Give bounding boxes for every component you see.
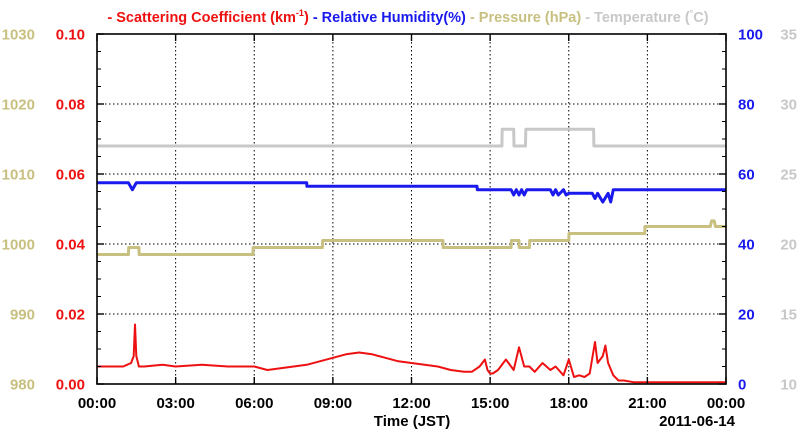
x-tick-label: 12:00	[392, 395, 430, 412]
legend-item: - Scattering Coefficient (km	[107, 10, 296, 26]
humidity-axis: 0 20 40 60 80 100	[738, 27, 763, 394]
pressure-tick-label: 1000	[2, 237, 35, 254]
scattering-tick-label: 0.10	[56, 27, 85, 44]
temperature-axis: 10 15 20 25 30 35	[780, 27, 797, 394]
series-line-temperature	[97, 127, 726, 148]
humidity-tick-label: 100	[738, 27, 763, 44]
series-line-pressure	[97, 219, 726, 256]
x-tick-label: 15:00	[471, 395, 509, 412]
legend-superscript: °	[690, 8, 694, 18]
x-tick-label: 03:00	[156, 395, 194, 412]
x-tick-label: 06:00	[235, 395, 273, 412]
pressure-axis: 980 990 1000 1010 1020 1030	[2, 27, 35, 394]
x-tick-label: 00:00	[707, 395, 745, 412]
humidity-tick-label: 40	[738, 237, 755, 254]
scattering-tick-label: 0.04	[56, 237, 86, 254]
legend-item: - Temperature (	[585, 10, 690, 26]
temperature-tick-label: 15	[780, 307, 797, 324]
gridlines	[97, 34, 726, 384]
legend-item-suffix: C)	[693, 10, 708, 26]
scattering-axis: 0.00 0.02 0.04 0.06 0.08 0.10	[56, 27, 726, 394]
scattering-tick-label: 0.06	[56, 167, 85, 184]
scattering-tick-label: 0.08	[56, 97, 85, 114]
legend-item-suffix: )	[304, 10, 309, 26]
time-axis: 00:00 03:00 06:00 09:00 12:00 15:00 18:00 21:00…	[78, 34, 745, 412]
humidity-tick-label: 60	[738, 167, 755, 184]
x-axis-title: Time (JST)	[374, 413, 450, 430]
series-line-scattering-coefficient	[97, 323, 726, 384]
x-tick-label: 18:00	[550, 395, 588, 412]
pressure-tick-label: 1020	[2, 97, 35, 114]
date-label: 2011-06-14	[659, 413, 736, 430]
temperature-tick-label: 30	[780, 97, 797, 114]
x-tick-label: 21:00	[628, 395, 666, 412]
humidity-tick-label: 0	[738, 377, 746, 394]
temperature-tick-label: 25	[780, 167, 797, 184]
legend-item: - Relative Humidity(%)	[313, 10, 466, 26]
pressure-tick-label: 990	[10, 307, 35, 324]
scattering-tick-label: 0.02	[56, 307, 85, 324]
legend: - Scattering Coefficient (km-1) - Relati…	[107, 8, 708, 26]
humidity-tick-label: 20	[738, 307, 755, 324]
series-layer	[97, 127, 726, 384]
x-tick-label: 09:00	[314, 395, 352, 412]
temperature-tick-label: 20	[780, 237, 797, 254]
scattering-tick-label: 0.00	[56, 377, 85, 394]
temperature-tick-label: 10	[780, 377, 797, 394]
legend-item: - Pressure (hPa)	[470, 10, 581, 26]
x-tick-label: 00:00	[78, 395, 116, 412]
temperature-tick-label: 35	[780, 27, 797, 44]
pressure-tick-label: 1010	[2, 167, 35, 184]
legend-superscript: -1	[296, 8, 304, 18]
humidity-tick-label: 80	[738, 97, 755, 114]
pressure-tick-label: 980	[10, 377, 35, 394]
pressure-tick-label: 1030	[2, 27, 35, 44]
series-line-relative-humidity	[97, 181, 726, 204]
